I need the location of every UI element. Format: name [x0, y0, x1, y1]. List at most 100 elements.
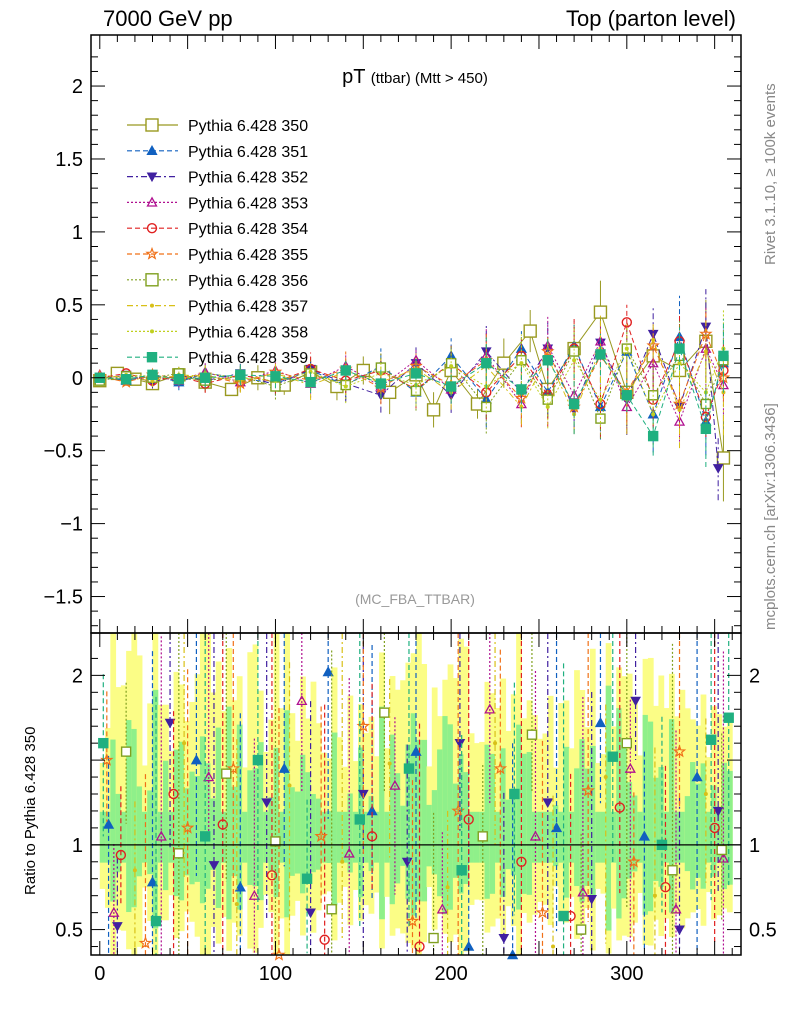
ratio-band-inner — [105, 811, 111, 863]
legend-label: Pythia 6.428 353 — [188, 195, 308, 212]
ratio-data-point — [146, 876, 159, 887]
main-data-point — [305, 376, 316, 388]
main-data-point — [497, 356, 511, 370]
ratio-data-point — [203, 771, 215, 782]
main-data-point — [595, 349, 606, 360]
ratio-data-point — [138, 935, 153, 949]
main-data-point — [120, 374, 132, 385]
ratio-data-point — [226, 761, 241, 775]
ratio-band-inner — [632, 795, 638, 872]
ratio-data-point — [535, 905, 550, 919]
ratio-band-inner — [236, 724, 243, 910]
ratio-band-inner — [199, 736, 206, 904]
ratio-data-point — [621, 737, 633, 749]
ratio-data-point — [498, 933, 510, 944]
ratio-data-point — [410, 745, 422, 756]
main-series-line — [99, 320, 724, 419]
ratio-band-inner — [189, 771, 196, 885]
ratio-band-inner — [405, 744, 412, 899]
ratio-data-point — [234, 902, 239, 907]
ratio-band-inner — [384, 811, 391, 863]
legend-marker — [146, 352, 158, 363]
ratio-data-point — [261, 798, 273, 809]
ratio-y-tick-label-right: 1 — [749, 835, 760, 857]
main-data-point — [598, 397, 603, 402]
ratio-y-tick-label: 2 — [72, 665, 83, 687]
main-data-point — [700, 423, 712, 435]
main-data-point — [224, 382, 239, 397]
ratio-data-point — [208, 861, 220, 871]
x-tick-label: 0 — [94, 963, 105, 985]
legend-entry: Pythia 6.428 354 — [127, 221, 308, 238]
ratio-band-inner — [658, 767, 665, 887]
ratio-band-inner — [368, 796, 375, 872]
ratio-band-inner — [252, 768, 259, 887]
ratio-band-inner — [157, 811, 164, 863]
ratio-band-inner — [273, 747, 280, 898]
ratio-band-inner — [726, 770, 733, 885]
ratio-band-inner — [690, 762, 696, 890]
ratio-data-point — [322, 666, 334, 677]
ratio-data-point — [217, 819, 228, 830]
ratio-band-inner — [616, 708, 623, 919]
main-data-point — [270, 371, 281, 382]
main-data-point — [677, 361, 682, 366]
ratio-band-inner — [468, 811, 475, 863]
legend-marker — [145, 273, 159, 287]
ratio-band-inner — [447, 724, 454, 910]
ratio-data-point — [379, 707, 390, 718]
ratio-band-inner — [579, 739, 586, 902]
ratio-band-inner — [336, 811, 343, 863]
ratio-band-inner — [695, 783, 702, 878]
ratio-band-inner — [400, 805, 406, 866]
ratio-data-point — [709, 822, 720, 834]
main-y-tick-label: 0 — [72, 368, 83, 390]
main-data-point — [593, 305, 608, 319]
main-data-point — [199, 372, 211, 383]
ratio-data-point — [667, 865, 678, 876]
ratio-data-point — [296, 694, 308, 706]
ratio-data-point — [343, 847, 355, 858]
ratio-band-inner — [194, 776, 201, 882]
ratio-data-point — [120, 746, 132, 757]
ratio-band-inner — [584, 768, 591, 886]
main-data-point — [716, 451, 731, 465]
ratio-data-point — [672, 744, 687, 758]
ratio-data-point — [314, 829, 328, 843]
legend-marker — [145, 118, 159, 132]
ratio-band-inner — [394, 773, 401, 884]
ratio-band-inner — [473, 811, 480, 863]
ratio-band-inner — [442, 716, 449, 915]
ratio-data-point — [173, 848, 185, 859]
ratio-data-point — [301, 873, 313, 884]
ratio-data-point — [627, 854, 641, 868]
ratio-band-inner — [574, 768, 580, 887]
ratio-band-inner — [537, 811, 543, 863]
ratio-data-point — [340, 859, 345, 864]
ratio-band-inner — [600, 811, 607, 863]
ratio-data-point — [493, 741, 498, 746]
ratio-band-inner — [711, 785, 717, 877]
ratio-data-point — [132, 868, 137, 873]
ratio-data-point — [389, 779, 401, 790]
ratio-band-inner — [410, 713, 417, 916]
legend-entry: Pythia 6.428 357 — [127, 299, 308, 316]
ratio-band-inner — [563, 746, 570, 898]
main-data-point — [147, 369, 158, 381]
ratio-data-point — [493, 761, 508, 775]
axes-ticks: −1.5 −1 −0.5 0 0.5 1 1.5 2 0.5 0.5 1 1 2 2 0 100 200 300 — [44, 35, 777, 985]
ratio-data-point — [403, 763, 415, 774]
ratio-band-inner — [721, 762, 728, 889]
ratio-data-point — [674, 925, 685, 936]
ratio-data-point — [287, 783, 292, 788]
ratio-data-point — [150, 915, 162, 927]
main-data-point — [568, 346, 580, 357]
main-data-point — [672, 396, 687, 410]
ratio-data-point — [586, 894, 598, 905]
ratio-band-inner — [542, 811, 549, 863]
ratio-band-inner — [231, 786, 238, 877]
legend-entry: Pythia 6.428 353 — [127, 195, 308, 212]
ratio-band-inner — [426, 804, 433, 867]
legend-label: Pythia 6.428 359 — [188, 350, 308, 367]
ratio-data-point — [630, 696, 641, 707]
